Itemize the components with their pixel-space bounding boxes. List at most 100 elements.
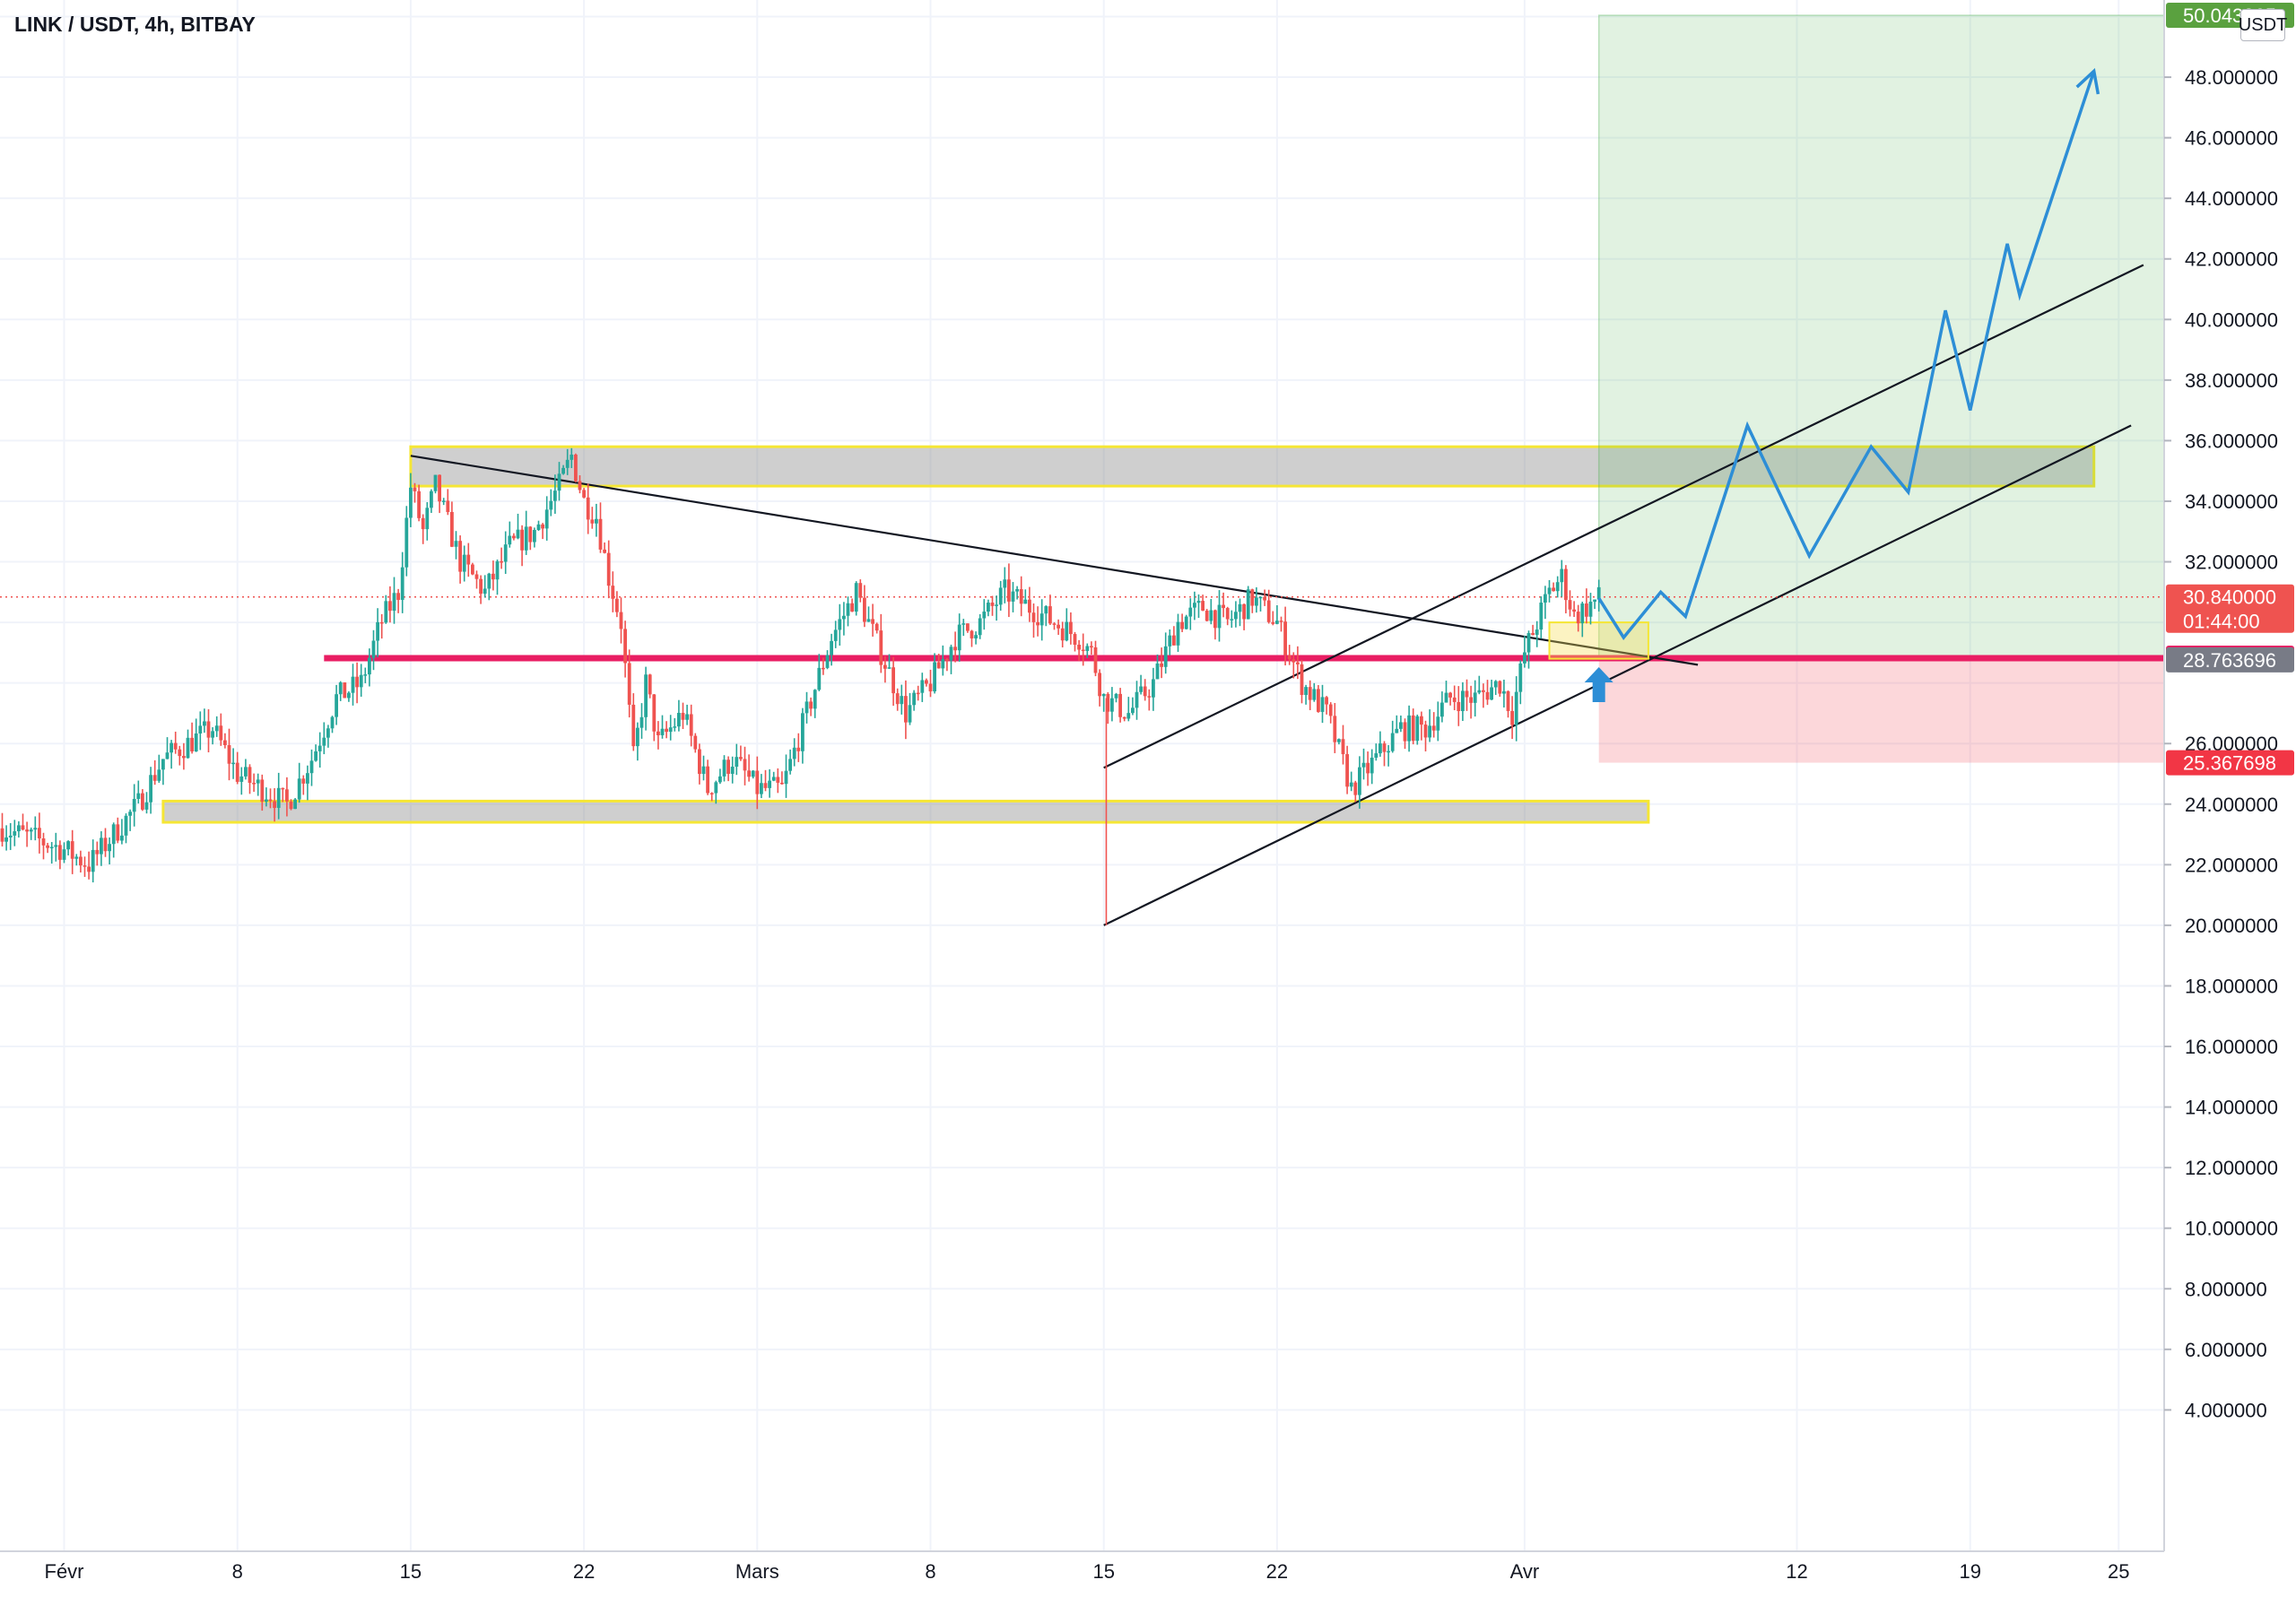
price-marker-label: 25.367698 [2183, 752, 2276, 775]
trendline[interactable] [1103, 424, 2132, 926]
candle-body [388, 601, 392, 612]
y-tick-label: 14.000000 [2185, 1097, 2278, 1119]
candle-body [500, 560, 503, 563]
candle-body [1114, 693, 1118, 699]
candle-body [165, 752, 170, 759]
candle-body [533, 529, 536, 542]
candle-body [895, 693, 900, 705]
candle-body [252, 783, 256, 785]
candle-body [17, 825, 21, 832]
candle-body [644, 674, 648, 717]
candle-body [223, 740, 227, 745]
candle-body [846, 603, 850, 616]
candle-body [1160, 663, 1163, 667]
candle-body [1493, 681, 1498, 688]
x-tick-label: 8 [925, 1560, 935, 1583]
candle-body [458, 541, 462, 572]
candle-body [1461, 690, 1465, 712]
candle-body [276, 787, 281, 808]
candle-body [404, 517, 409, 568]
candle-body [1287, 655, 1292, 660]
candle-body [1069, 621, 1073, 635]
candle-body [1238, 603, 1242, 612]
candle-body [13, 831, 17, 836]
stop-zone[interactable] [1598, 657, 2194, 763]
candle-body [495, 560, 500, 580]
candle-body [1353, 782, 1358, 795]
profit-zone[interactable] [1597, 14, 2194, 659]
candle-body [376, 621, 379, 641]
candle-body [503, 544, 508, 562]
projection-path[interactable] [1584, 67, 2100, 703]
candle-body [949, 647, 953, 661]
candle-body [355, 676, 359, 688]
y-tick-label: 22.000000 [2185, 854, 2278, 876]
candle-body [173, 742, 178, 750]
candle-body [928, 683, 933, 692]
candle-body [363, 674, 368, 676]
countdown-label: 01:44:00 [2183, 611, 2260, 633]
candle-body [945, 659, 949, 661]
candle-body [751, 770, 755, 777]
candle-body [817, 667, 822, 690]
candle-body [417, 490, 421, 518]
candle-body [987, 603, 990, 612]
candle-body [1007, 579, 1011, 602]
y-tick-label: 12.000000 [2185, 1157, 2278, 1179]
candle-body [46, 845, 49, 848]
candle-body [709, 793, 714, 794]
candle-body [1580, 603, 1585, 624]
drawing-lines[interactable] [0, 264, 2164, 926]
candle-body [1196, 601, 1201, 603]
price-marker-label: 28.763696 [2183, 649, 2276, 672]
candle-body [487, 573, 491, 589]
y-tick-label: 10.000000 [2185, 1218, 2278, 1240]
candle-body [1568, 600, 1572, 610]
long-position-tool[interactable] [1597, 14, 2194, 763]
candle-body [256, 779, 260, 784]
candle-body [735, 757, 739, 768]
candle-body [508, 535, 512, 545]
arrow-up-icon[interactable] [1584, 667, 1613, 703]
projection-arrowhead[interactable] [2075, 67, 2100, 95]
candle-body [1300, 664, 1304, 695]
candle-body [1431, 725, 1436, 731]
candle-body [726, 759, 730, 774]
projection-path-line[interactable] [1597, 70, 2096, 640]
candle-body [136, 793, 141, 799]
candle-body [198, 725, 203, 734]
candle-body [936, 662, 941, 669]
candle-body [1106, 693, 1110, 712]
candle-body [1585, 603, 1588, 617]
candle-body [1596, 586, 1601, 600]
candle-body [178, 749, 182, 757]
candle-body [1101, 693, 1106, 697]
candle-body [1539, 603, 1544, 630]
candle-body [916, 692, 920, 695]
candle-body [1222, 604, 1225, 609]
candle-body [438, 474, 441, 502]
trendline[interactable] [1103, 264, 2144, 769]
candle-body [825, 655, 830, 668]
candle-body [281, 787, 285, 790]
candle-body [768, 780, 771, 788]
x-tick-label: 22 [1266, 1560, 1288, 1583]
candle-body [379, 621, 384, 624]
candle-body [1242, 603, 1246, 620]
resistance-zone[interactable] [409, 445, 2096, 488]
candle-body [1155, 663, 1160, 680]
candle-body [1407, 715, 1411, 742]
trendline[interactable] [410, 455, 1699, 666]
candle-body [186, 737, 190, 759]
candle-body [116, 824, 120, 841]
candle-body [557, 473, 561, 491]
candle-body [1345, 754, 1349, 787]
candle-body [466, 554, 471, 565]
candle-body [1523, 652, 1526, 664]
currency-badge[interactable]: USDT [2239, 9, 2287, 41]
candle-body [161, 759, 165, 770]
candle-body [433, 474, 438, 491]
resistance-zone[interactable] [161, 799, 1650, 824]
